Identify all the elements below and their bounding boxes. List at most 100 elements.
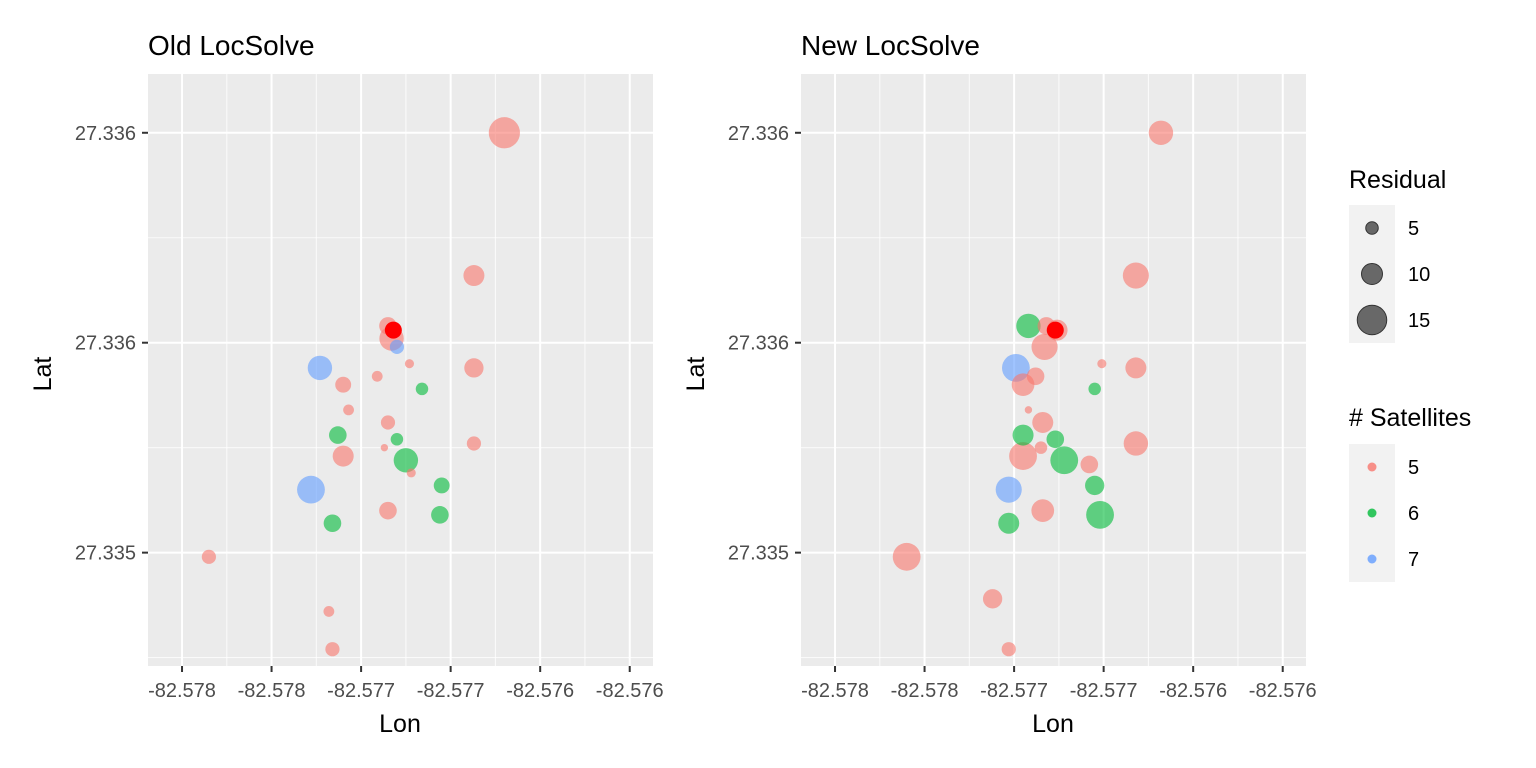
y-axis-title: Lat: [682, 357, 710, 392]
data-point: [371, 370, 383, 382]
data-point: [1148, 120, 1174, 145]
x-tick-label: -82.576: [1249, 680, 1317, 702]
y-tick-label: 27.336: [728, 333, 789, 355]
chart-title: New LocSolve: [801, 30, 980, 61]
legend-color-key: [1367, 462, 1377, 472]
y-tick-label: 27.335: [75, 543, 136, 565]
legend-label: 5: [1408, 457, 1419, 479]
x-axis-ticks: -82.578 -82.578 -82.577 -82.577 -82.576 -82.5…: [801, 666, 1317, 702]
plot-panel-new-locsolve: New LocSolve -82.578 -82.578 -82.577 -82.57…: [682, 30, 1317, 738]
chart-title: Old LocSolve: [148, 30, 315, 61]
data-point: [892, 542, 921, 571]
data-point: [1097, 359, 1107, 369]
data-points: [892, 120, 1174, 657]
data-point: [343, 404, 354, 416]
data-point: [1085, 475, 1105, 496]
data-point: [325, 642, 340, 657]
legend-residual: Residual 5 10 15: [1349, 166, 1446, 343]
legend-satellites: # Satellites 5 6 7: [1349, 404, 1471, 582]
data-point: [307, 355, 333, 381]
legend-size-key: [1365, 221, 1379, 235]
data-point: [1125, 357, 1147, 379]
data-point: [488, 117, 520, 149]
y-axis-title: Lat: [29, 357, 57, 392]
panel-background: [801, 74, 1306, 666]
data-point: [379, 501, 397, 520]
x-tick-label: -82.578: [148, 680, 216, 702]
panel-background: [148, 74, 653, 666]
data-point: [463, 265, 485, 287]
data-point: [332, 445, 354, 467]
data-point: [406, 468, 416, 478]
data-point: [389, 339, 405, 355]
data-point: [1122, 262, 1149, 289]
highlight-point: [1046, 321, 1064, 339]
data-point: [380, 443, 389, 452]
x-axis-title: Lon: [379, 710, 421, 738]
x-tick-label: -82.578: [891, 680, 959, 702]
data-point: [380, 415, 396, 430]
x-axis-ticks: -82.578 -82.578 -82.577 -82.577 -82.576 -82.5…: [148, 666, 664, 702]
grid-lines: [801, 74, 1306, 666]
data-point: [393, 448, 419, 473]
data-point: [1032, 411, 1054, 433]
data-point: [1026, 367, 1045, 386]
x-tick-label: -82.576: [506, 680, 574, 702]
x-tick-label: -82.576: [596, 680, 664, 702]
data-point: [1086, 500, 1114, 529]
data-point: [1050, 446, 1079, 475]
legend-label: 5: [1408, 218, 1419, 240]
data-point: [431, 506, 449, 524]
legend-label: 7: [1408, 549, 1419, 571]
data-point: [404, 359, 415, 369]
data-point: [1024, 406, 1033, 414]
data-point: [201, 549, 216, 564]
data-point: [1080, 455, 1099, 474]
data-point: [1016, 313, 1041, 339]
grid-lines: [148, 74, 653, 666]
data-point: [998, 512, 1020, 534]
x-tick-label: -82.577: [327, 680, 395, 702]
data-point: [323, 606, 335, 617]
data-point: [335, 376, 352, 393]
y-axis-ticks: 27.335 27.336 27.336: [75, 123, 148, 565]
legend-label: 6: [1408, 503, 1419, 525]
x-axis-title: Lon: [1032, 710, 1074, 738]
data-point: [466, 436, 482, 451]
y-tick-label: 27.336: [728, 123, 789, 145]
x-tick-label: -82.577: [417, 680, 485, 702]
data-point: [1046, 430, 1065, 449]
legend-label: 15: [1408, 310, 1430, 332]
legend-label: 10: [1408, 264, 1430, 286]
data-point: [1088, 382, 1101, 396]
data-point: [1031, 499, 1055, 523]
x-tick-label: -82.577: [1070, 680, 1138, 702]
x-tick-label: -82.576: [1159, 680, 1227, 702]
data-point: [433, 477, 450, 494]
data-point: [464, 358, 484, 378]
data-point: [995, 476, 1022, 503]
data-point: [1009, 442, 1037, 470]
data-point: [1001, 642, 1016, 657]
data-points: [201, 117, 520, 657]
plot-panel-old-locsolve: Old LocSolve -82.578 -82.578 -82.577 -82.57…: [29, 30, 664, 738]
legend-color-key: [1367, 508, 1377, 518]
data-point: [1123, 431, 1149, 456]
data-point: [329, 426, 347, 444]
y-tick-label: 27.336: [75, 123, 136, 145]
x-tick-label: -82.577: [980, 680, 1048, 702]
data-point: [390, 433, 404, 446]
legend-size-key: [1356, 304, 1388, 336]
legend-title-satellites: # Satellites: [1349, 404, 1471, 432]
y-tick-label: 27.336: [75, 333, 136, 355]
data-point: [297, 475, 325, 504]
y-axis-ticks: 27.335 27.336 27.336: [728, 123, 801, 565]
legend-size-key: [1361, 263, 1383, 285]
x-tick-label: -82.578: [238, 680, 306, 702]
data-point: [982, 589, 1003, 609]
data-point: [1012, 424, 1034, 446]
highlight-point: [384, 321, 402, 339]
data-point: [415, 382, 429, 396]
legend-title-residual: Residual: [1349, 166, 1446, 194]
legend-color-key: [1367, 554, 1377, 564]
